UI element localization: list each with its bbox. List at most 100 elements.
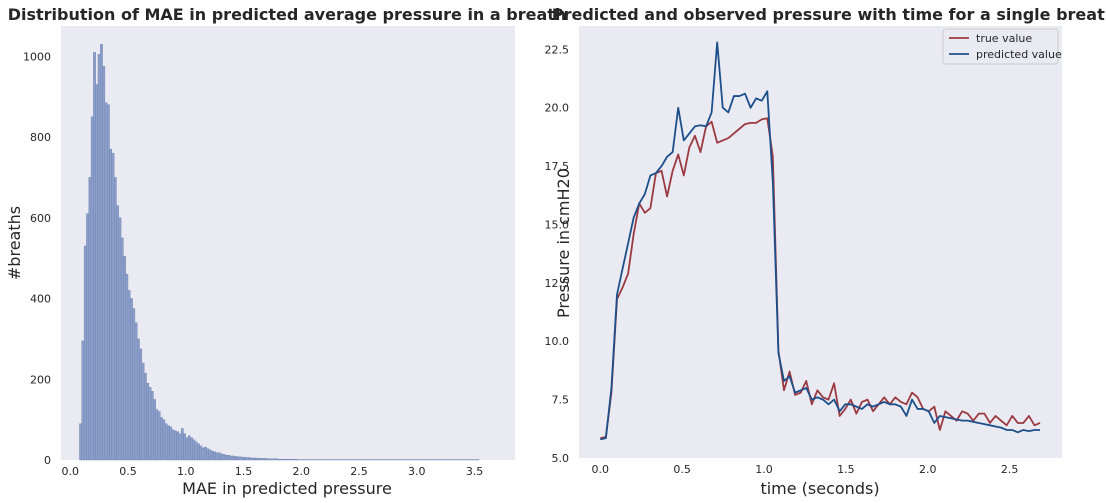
histogram-bar: [102, 66, 106, 461]
histogram-bar: [264, 458, 267, 461]
histogram-bar: [93, 52, 96, 461]
line-plot-area: [579, 26, 1062, 458]
histogram-bar: [268, 458, 272, 461]
histogram-bar: [208, 449, 212, 461]
histogram-bar: [271, 458, 274, 461]
histogram-x-tick-label: 0.0: [61, 465, 79, 478]
histogram-bar: [109, 148, 113, 461]
histogram-bar: [273, 458, 277, 461]
legend-label-predicted-value: predicted value: [976, 48, 1062, 61]
histogram-x-tick-label: 3.0: [408, 465, 426, 478]
histogram-bar: [215, 452, 219, 461]
histogram-bar: [127, 290, 131, 461]
histogram-bar: [231, 455, 235, 461]
histogram-bar: [266, 458, 270, 461]
histogram-chart: 0.0 0.5 1.0 1.5 2.0 2.5 3.0 3.5 0 200 400 600 800 10…: [5, 5, 566, 498]
histogram-bar: [176, 431, 180, 461]
histogram-bar: [150, 391, 154, 461]
histogram-y-tick-label: 0: [44, 454, 51, 467]
series-line-predicted-value: [600, 41, 1041, 441]
histogram-y-tick-label: 400: [30, 293, 51, 306]
line-y-tick-label: 12.5: [545, 277, 570, 290]
legend-box: [942, 28, 1059, 65]
histogram-title: Distribution of MAE in predicted average…: [8, 5, 567, 24]
histogram-bar: [178, 433, 182, 461]
line-x-ticks: 0.0 0.5 1.0 1.5 2.0 2.5: [592, 463, 1019, 476]
histogram-bar: [247, 457, 251, 461]
histogram-bar: [234, 456, 237, 461]
line-y-tick-label: 17.5: [545, 160, 570, 173]
histogram-bar: [160, 417, 163, 461]
line-x-tick-label: 0.5: [673, 463, 691, 476]
line-y-tick-label: 7.5: [552, 394, 570, 407]
histogram-bar: [104, 102, 108, 461]
line-chart: 0.0 0.5 1.0 1.5 2.0 2.5 5.0 7.5 10.0 12.5 15.0 17.…: [545, 5, 1106, 498]
histogram-bar: [280, 458, 283, 461]
histogram-bar: [250, 457, 253, 461]
histogram-bar: [197, 443, 200, 461]
histogram-bar: [287, 458, 290, 461]
histogram-bar: [229, 455, 233, 461]
histogram-bar: [174, 430, 177, 461]
histogram-bar: [155, 409, 159, 461]
histogram-bar: [132, 308, 136, 461]
line-y-tick-label: 10.0: [545, 335, 570, 348]
histogram-bar: [90, 116, 94, 461]
histogram-bars: [79, 43, 480, 461]
histogram-bar: [201, 447, 205, 461]
histogram-bar: [241, 456, 244, 461]
line-y-ticks: 5.0 7.5 10.0 12.5 15.0 17.5 20.0 22.5: [545, 43, 570, 465]
histogram-bar: [252, 457, 256, 461]
line-y-tick-label: 5.0: [552, 452, 570, 465]
line-y-tick-label: 22.5: [545, 43, 570, 56]
histogram-x-tick-label: 2.0: [293, 465, 311, 478]
histogram-bar: [100, 43, 103, 461]
histogram-bar: [137, 338, 140, 461]
histogram-bar: [169, 426, 173, 461]
legend: true value predicted value: [942, 28, 1062, 65]
histogram-x-ticks: 0.0 0.5 1.0 1.5 2.0 2.5 3.0 3.5: [61, 465, 483, 478]
line-series-group: [600, 41, 1041, 441]
histogram-bar: [107, 104, 110, 461]
histogram-bar: [116, 205, 119, 461]
histogram-y-tick-label: 600: [30, 212, 51, 225]
histogram-bar: [222, 454, 226, 461]
histogram-bar: [227, 454, 230, 461]
histogram-bar: [125, 274, 129, 461]
histogram-bar: [282, 458, 286, 461]
histogram-bar: [185, 437, 189, 461]
histogram-bar: [277, 458, 281, 461]
line-x-tick-label: 1.0: [755, 463, 773, 476]
histogram-bar: [289, 458, 293, 461]
line-y-tick-label: 15.0: [545, 218, 570, 231]
histogram-x-tick-label: 2.5: [350, 465, 368, 478]
line-title: Predicted and observed pressure with tim…: [552, 5, 1106, 24]
histogram-bar: [194, 441, 198, 461]
line-x-tick-label: 0.0: [592, 463, 610, 476]
histogram-bar: [120, 237, 124, 461]
histogram-bar: [275, 458, 279, 461]
histogram-bar: [171, 429, 175, 461]
histogram-bar: [243, 456, 247, 461]
line-x-axis-label: time (seconds): [760, 479, 879, 498]
histogram-bar: [148, 387, 152, 461]
histogram-bar: [153, 399, 156, 461]
histogram-y-tick-label: 800: [30, 131, 51, 144]
histogram-bar: [95, 84, 99, 461]
histogram-y-ticks: 0 200 400 600 800 1000: [23, 50, 51, 467]
line-x-tick-label: 2.5: [1001, 463, 1019, 476]
histogram-bar: [213, 451, 217, 461]
histogram-y-tick-label: 200: [30, 373, 51, 386]
histogram-bar: [238, 456, 242, 461]
histogram-bar: [192, 439, 196, 461]
histogram-bar: [146, 383, 150, 461]
histogram-bar: [199, 445, 203, 461]
histogram-x-tick-label: 1.5: [235, 465, 253, 478]
histogram-bar: [206, 448, 210, 461]
histogram-bar: [167, 425, 170, 461]
histogram-bar: [113, 177, 117, 461]
histogram-bar: [254, 457, 258, 461]
histogram-bar: [204, 446, 207, 461]
histogram-bar: [284, 458, 288, 461]
